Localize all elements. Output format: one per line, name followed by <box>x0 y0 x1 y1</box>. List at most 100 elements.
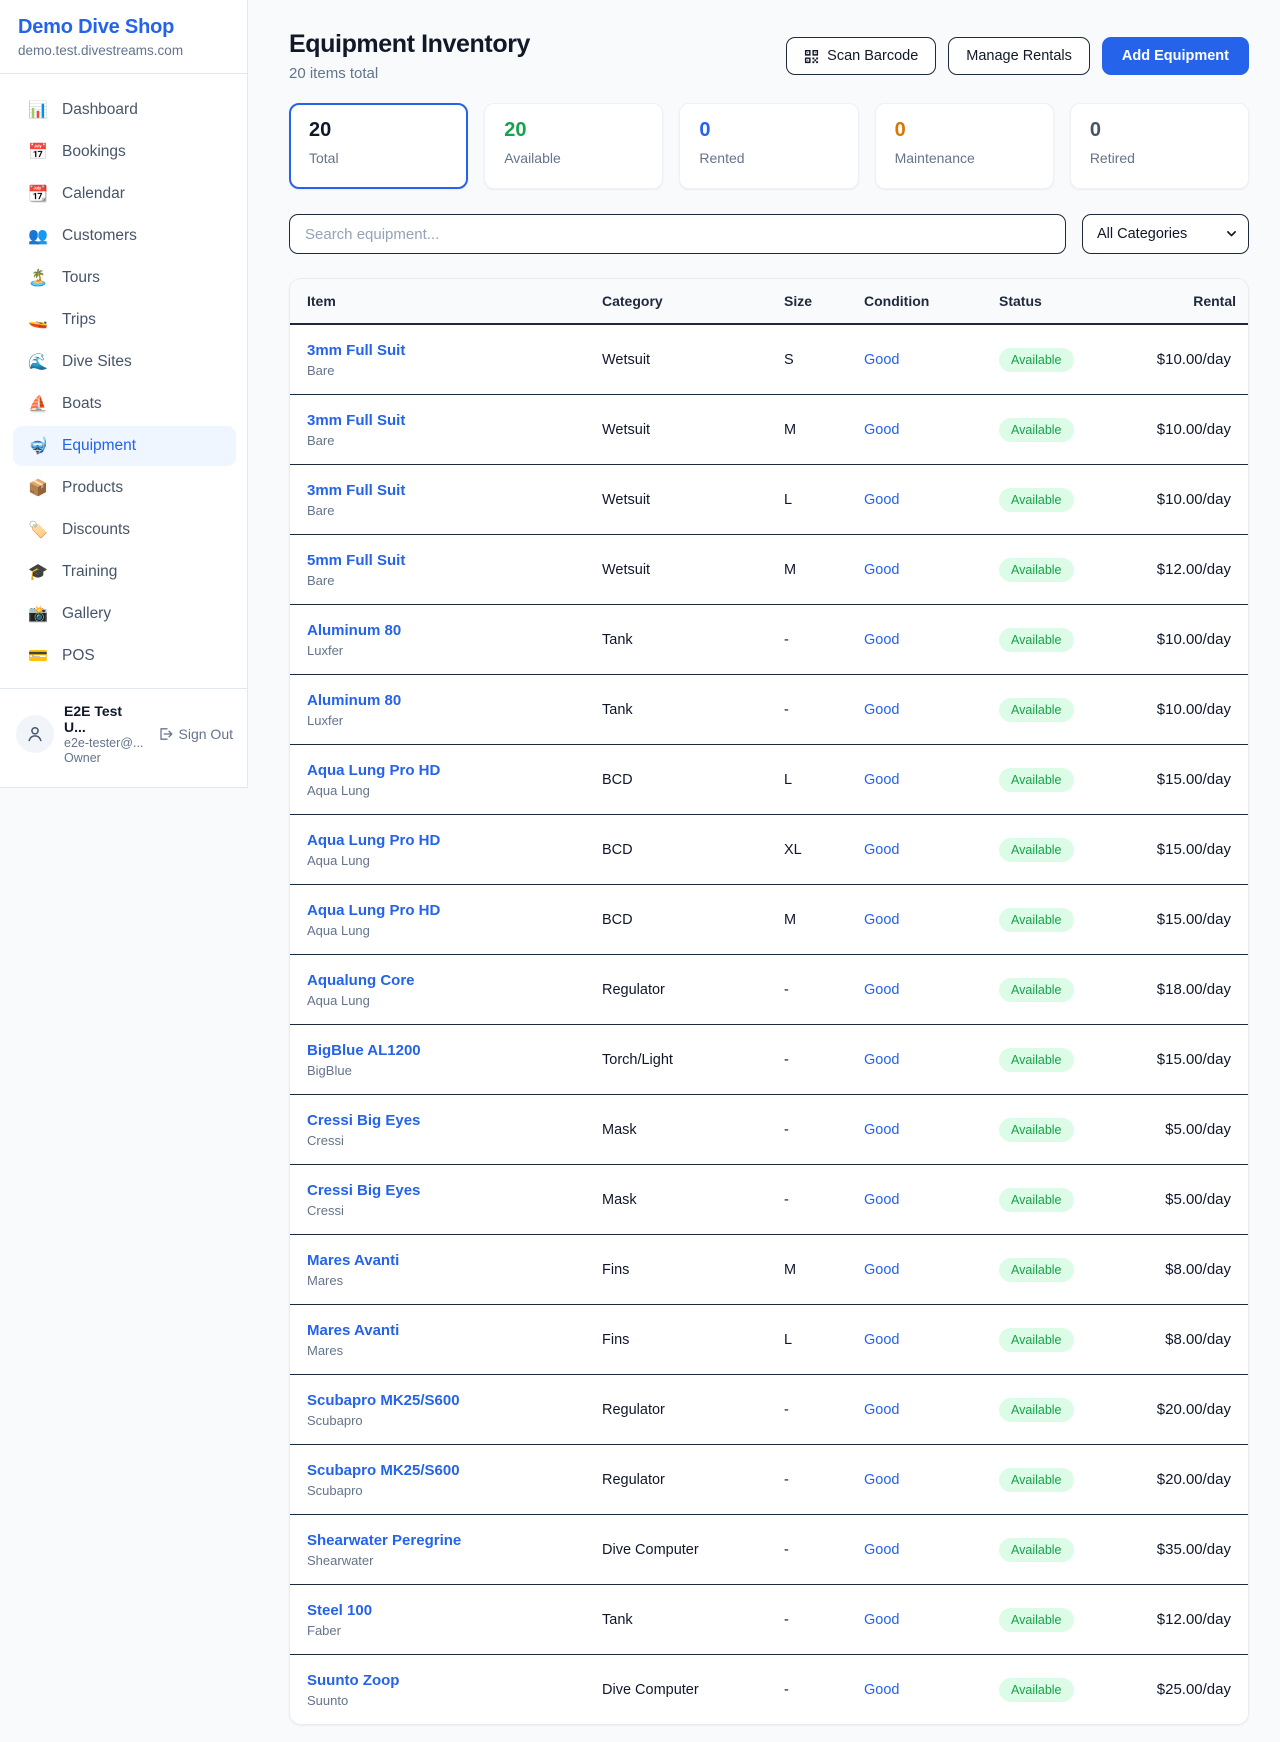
scan-barcode-button[interactable]: Scan Barcode <box>786 37 937 75</box>
column-header-condition: Condition <box>864 293 930 309</box>
add-equipment-button[interactable]: Add Equipment <box>1101 37 1249 75</box>
sidebar-item-equipment[interactable]: 🤿 Equipment <box>13 426 236 466</box>
item-name-link[interactable]: Suunto Zoop <box>307 1671 400 1689</box>
table-row: Aluminum 80 Luxfer Tank - Good Available… <box>290 604 1248 674</box>
category-cell: Fins <box>602 1261 630 1278</box>
item-name-link[interactable]: 3mm Full Suit <box>307 341 406 359</box>
condition-link[interactable]: Good <box>864 421 900 438</box>
item-name-link[interactable]: Shearwater Peregrine <box>307 1531 462 1549</box>
condition-link[interactable]: Good <box>864 701 900 718</box>
condition-link[interactable]: Good <box>864 1261 900 1278</box>
condition-link[interactable]: Good <box>864 351 900 368</box>
condition-link[interactable]: Good <box>864 1541 900 1558</box>
item-name-link[interactable]: 5mm Full Suit <box>307 551 406 569</box>
people-icon: 👥 <box>28 228 48 245</box>
condition-link[interactable]: Good <box>864 1331 900 1348</box>
bar-chart-icon: 📊 <box>28 102 48 119</box>
category-cell: Dive Computer <box>602 1681 699 1698</box>
sidebar-item-trips[interactable]: 🚤 Trips <box>13 300 236 340</box>
sign-out-button[interactable]: Sign Out <box>157 726 233 742</box>
item-name-link[interactable]: Cressi Big Eyes <box>307 1111 421 1129</box>
stat-card-rented[interactable]: 0 Rented <box>679 103 859 189</box>
brand-title[interactable]: Demo Dive Shop <box>18 16 175 38</box>
sidebar-item-bookings[interactable]: 📅 Bookings <box>13 132 236 172</box>
size-cell: - <box>784 1401 789 1418</box>
sidebar-item-pos[interactable]: 💳 POS <box>13 636 236 676</box>
category-cell: Regulator <box>602 1471 665 1488</box>
status-cell: Available <box>999 1047 1149 1072</box>
sailboat-icon: ⛵ <box>28 396 48 413</box>
sidebar-item-label: Customers <box>62 227 137 244</box>
condition-link[interactable]: Good <box>864 491 900 508</box>
column-header-size: Size <box>784 293 813 309</box>
item-name-link[interactable]: Aqua Lung Pro HD <box>307 831 441 849</box>
item-name-link[interactable]: 3mm Full Suit <box>307 481 406 499</box>
item-name-link[interactable]: Aqua Lung Pro HD <box>307 761 441 779</box>
stat-card-available[interactable]: 20 Available <box>484 103 664 189</box>
tear-off-calendar-icon: 📆 <box>28 186 48 203</box>
sidebar-item-training[interactable]: 🎓 Training <box>13 552 236 592</box>
sidebar-item-customers[interactable]: 👥 Customers <box>13 216 236 256</box>
condition-link[interactable]: Good <box>864 1401 900 1418</box>
category-cell: Regulator <box>602 1401 665 1418</box>
table-row: 3mm Full Suit Bare Wetsuit S Good Availa… <box>290 324 1248 394</box>
item-name-link[interactable]: Aluminum 80 <box>307 621 402 639</box>
item-name-link[interactable]: Mares Avanti <box>307 1321 400 1339</box>
sidebar-item-products[interactable]: 📦 Products <box>13 468 236 508</box>
sidebar-item-label: Dive Sites <box>62 353 132 370</box>
graduation-cap-icon: 🎓 <box>28 564 48 581</box>
stat-card-maintenance[interactable]: 0 Maintenance <box>874 103 1054 189</box>
condition-link[interactable]: Good <box>864 1611 900 1628</box>
item-name-link[interactable]: Steel 100 <box>307 1601 373 1619</box>
item-brand: Shearwater <box>307 1552 374 1568</box>
barcode-qr-icon <box>805 49 819 63</box>
category-cell: Mask <box>602 1191 637 1208</box>
item-name-link[interactable]: 3mm Full Suit <box>307 411 406 429</box>
condition-link[interactable]: Good <box>864 981 900 998</box>
condition-link[interactable]: Good <box>864 561 900 578</box>
size-cell: M <box>784 421 797 438</box>
item-cell: Aluminum 80 Luxfer <box>307 622 602 658</box>
condition-link[interactable]: Good <box>864 771 900 788</box>
condition-link[interactable]: Good <box>864 1051 900 1068</box>
search-input[interactable] <box>289 214 1066 254</box>
item-cell: Aluminum 80 Luxfer <box>307 692 602 728</box>
manage-rentals-button[interactable]: Manage Rentals <box>948 37 1090 75</box>
item-name-link[interactable]: Scubapro MK25/S600 <box>307 1461 460 1479</box>
item-cell: Cressi Big Eyes Cressi <box>307 1112 602 1148</box>
category-select[interactable]: All Categories <box>1082 214 1249 254</box>
sidebar-item-dashboard[interactable]: 📊 Dashboard <box>13 90 236 130</box>
item-cell: Steel 100 Faber <box>307 1602 602 1638</box>
condition-link[interactable]: Good <box>864 1191 900 1208</box>
condition-link[interactable]: Good <box>864 631 900 648</box>
stat-card-total[interactable]: 20 Total <box>289 103 469 189</box>
sidebar-item-discounts[interactable]: 🏷️ Discounts <box>13 510 236 550</box>
sidebar-item-calendar[interactable]: 📆 Calendar <box>13 174 236 214</box>
item-name-link[interactable]: Aluminum 80 <box>307 691 402 709</box>
table-row: Scubapro MK25/S600 Scubapro Regulator - … <box>290 1374 1248 1444</box>
sidebar-item-gallery[interactable]: 📸 Gallery <box>13 594 236 634</box>
item-name-link[interactable]: Aqualung Core <box>307 971 415 989</box>
column-header-rental: Rental <box>1193 293 1236 309</box>
condition-link[interactable]: Good <box>864 1471 900 1488</box>
item-cell: BigBlue AL1200 BigBlue <box>307 1042 602 1078</box>
condition-link[interactable]: Good <box>864 1121 900 1138</box>
rental-price: $15.00/day <box>1156 911 1231 928</box>
rental-price: $12.00/day <box>1156 561 1231 578</box>
item-name-link[interactable]: Mares Avanti <box>307 1251 400 1269</box>
stat-label: Total <box>309 150 339 166</box>
sidebar-item-tours[interactable]: 🏝️ Tours <box>13 258 236 298</box>
item-name-link[interactable]: Scubapro MK25/S600 <box>307 1391 460 1409</box>
item-brand: Bare <box>307 432 335 448</box>
stat-card-retired[interactable]: 0 Retired <box>1069 103 1250 189</box>
item-name-link[interactable]: BigBlue AL1200 <box>307 1041 421 1059</box>
condition-link[interactable]: Good <box>864 1681 900 1698</box>
sidebar-item-dive-sites[interactable]: 🌊 Dive Sites <box>13 342 236 382</box>
condition-link[interactable]: Good <box>864 911 900 928</box>
condition-link[interactable]: Good <box>864 841 900 858</box>
rental-price: $15.00/day <box>1156 841 1231 858</box>
category-cell: Mask <box>602 1121 637 1138</box>
item-name-link[interactable]: Cressi Big Eyes <box>307 1181 421 1199</box>
item-name-link[interactable]: Aqua Lung Pro HD <box>307 901 441 919</box>
sidebar-item-boats[interactable]: ⛵ Boats <box>13 384 236 424</box>
